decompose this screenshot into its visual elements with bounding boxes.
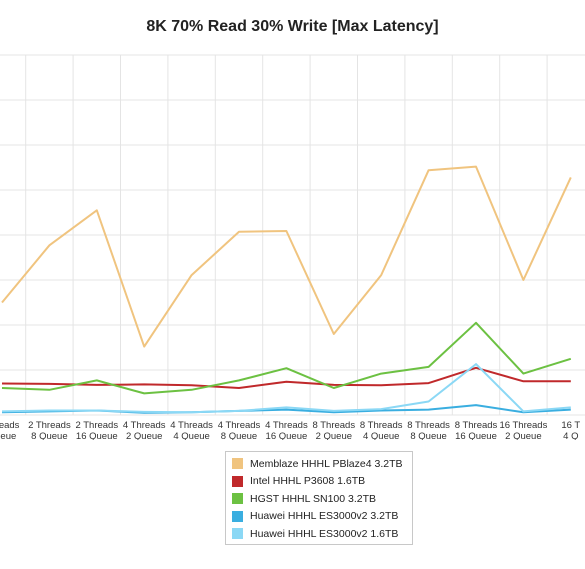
grid-lines xyxy=(0,54,585,416)
series-line-0 xyxy=(1,165,572,348)
x-tick-label: 8 Threads 16 Queue xyxy=(455,420,498,440)
legend-item: Memblaze HHHL PBlaze4 3.2TB xyxy=(232,455,412,473)
x-tick-label: ThreadsQueue xyxy=(0,420,20,440)
legend-item: HGST HHHL SN100 3.2TB xyxy=(232,490,412,508)
legend-label: Huawei HHHL ES3000v2 3.2TB xyxy=(250,510,399,523)
series-line-4 xyxy=(1,363,571,414)
series-line-1 xyxy=(1,366,571,389)
legend-label: HGST HHHL SN100 3.2TB xyxy=(250,492,377,505)
legend-swatch xyxy=(232,458,243,470)
chart-title: 8K 70% Read 30% Write [Max Latency] xyxy=(146,18,439,35)
x-tick-label: 4 Threads 16 Queue xyxy=(265,420,308,440)
x-tick-label: 8 Threads 2 Queue xyxy=(312,420,355,440)
x-tick-label: 4 Threads 4 Queue xyxy=(170,420,213,440)
x-tick-label: 8 Threads 4 Queue xyxy=(360,420,403,440)
legend-item: Huawei HHHL ES3000v2 1.6TB xyxy=(232,525,412,543)
legend-swatch xyxy=(232,475,243,487)
series-lines xyxy=(1,165,572,414)
legend-label: Memblaze HHHL PBlaze4 3.2TB xyxy=(250,457,403,470)
x-tick-label: 8 Threads 8 Queue xyxy=(407,420,450,440)
x-tick-label: 16 Threads 2 Queue xyxy=(499,420,547,440)
series-line-2 xyxy=(1,321,572,395)
x-tick-label: 2 Threads 8 Queue xyxy=(28,420,71,440)
x-tick-label: 4 Threads 8 Queue xyxy=(218,420,261,440)
x-tick-label: 4 Threads 2 Queue xyxy=(123,420,166,440)
legend-item: Intel HHHL P3608 1.6TB xyxy=(232,473,412,491)
legend-item: Huawei HHHL ES3000v2 3.2TB xyxy=(232,508,412,526)
legend-label: Intel HHHL P3608 1.6TB xyxy=(250,475,366,488)
legend-label: Huawei HHHL ES3000v2 1.6TB xyxy=(250,527,399,540)
legend-swatch xyxy=(232,510,243,522)
legend-swatch xyxy=(232,528,243,540)
x-tick-label: 2 Threads 16 Queue xyxy=(75,420,118,440)
series-line-3 xyxy=(1,404,571,414)
legend: Memblaze HHHL PBlaze4 3.2TB Intel HHHL P3… xyxy=(225,451,413,545)
legend-swatch xyxy=(232,493,243,505)
